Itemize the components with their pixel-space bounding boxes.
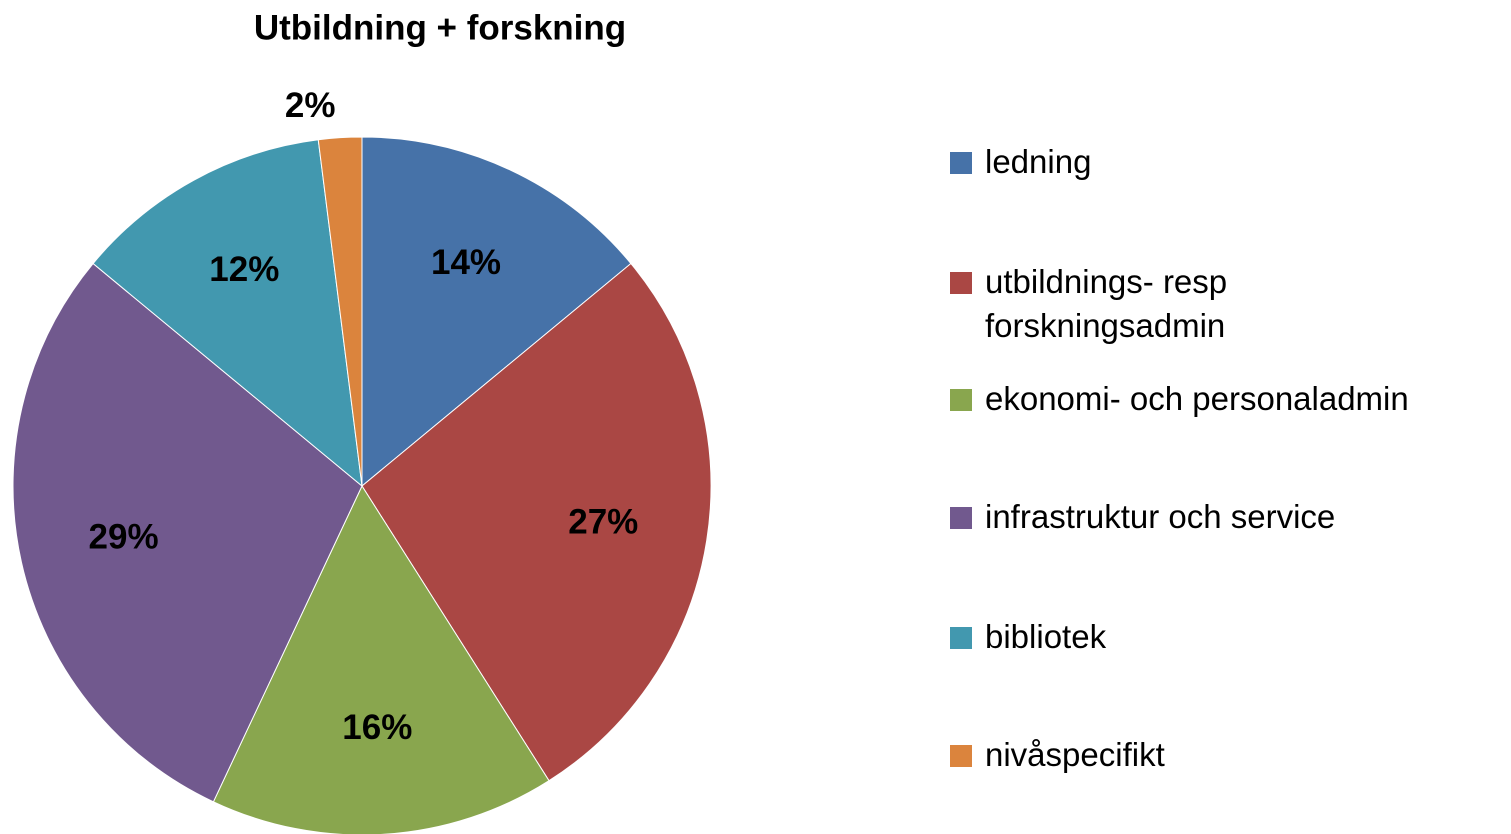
legend-swatch [950,152,972,174]
pie-slice [12,262,363,803]
legend-swatch [950,627,972,649]
legend-label: infrastruktur och service [985,498,1336,535]
pie-slice [361,136,632,488]
legend-item: nivåspecifikt [950,733,1475,777]
data-label: 14% [431,243,501,282]
data-label: 27% [568,502,638,541]
pie-slice [361,262,712,782]
legend-item: ledning [950,140,1475,184]
legend-item: infrastruktur och service [950,495,1475,539]
data-label: 29% [89,518,159,557]
legend-label: ekonomi- och personaladmin [985,380,1409,417]
legend-label: ledning [985,143,1092,180]
pie-slice [212,484,550,834]
legend-swatch [950,745,972,767]
legend-swatch [950,389,972,411]
pie-slice [317,136,363,487]
legend-label: bibliotek [985,618,1107,655]
data-label: 16% [342,708,412,747]
pie-slice [92,139,363,488]
data-label: 2% [285,86,336,125]
legend-item: utbildnings- resp forskningsadmin [950,260,1475,348]
legend-swatch [950,507,972,529]
legend-swatch [950,272,972,294]
legend-item: ekonomi- och personaladmin [950,377,1475,421]
legend-label: nivåspecifikt [985,736,1165,773]
data-label: 12% [209,250,279,289]
chart-title: Utbildning + forskning [254,8,626,47]
legend-item: bibliotek [950,615,1475,659]
legend-label: utbildnings- resp forskningsadmin [985,263,1228,344]
